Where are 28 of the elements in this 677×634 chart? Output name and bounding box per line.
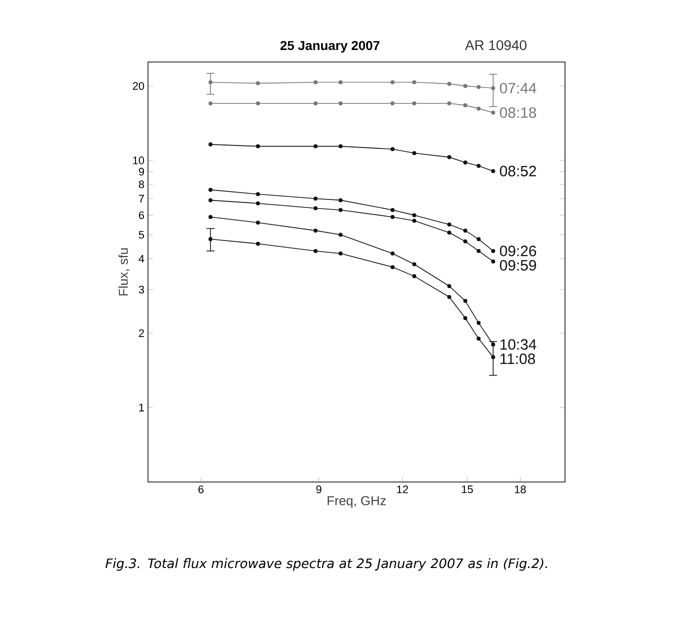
series-label: 09:59 <box>500 260 536 271</box>
x-tick-label: 9 <box>316 486 322 494</box>
y-tick-label: 1 <box>139 404 144 412</box>
x-tick-label: 18 <box>514 486 526 494</box>
x-tick-label: 6 <box>198 486 204 494</box>
x-tick-label: 12 <box>397 486 408 494</box>
y-tick-label: 9 <box>138 168 144 176</box>
y-tick-label: 3 <box>138 286 144 294</box>
chart-title: 25 January 2007 <box>280 40 380 53</box>
series-label: 08:52 <box>500 166 536 176</box>
series-label: 07:44 <box>500 82 536 94</box>
y-tick-label: 5 <box>138 230 144 239</box>
series-label: 11:08 <box>500 354 535 364</box>
y-tick-label: 2 <box>138 329 144 337</box>
series-label: 09:26 <box>500 246 536 256</box>
y-tick-label: 4 <box>138 254 144 262</box>
x-tick-label: 15 <box>462 486 473 494</box>
y-tick-label: 6 <box>138 211 144 220</box>
y-tick-label: 8 <box>138 180 144 188</box>
series-label: 10:34 <box>500 339 536 350</box>
chart-subtitle: AR 10940 <box>465 40 526 50</box>
y-axis-title: Flux, sfu <box>118 248 130 296</box>
caption: Fig.3. Total flux microwave spectra at 25 January 2007 as in (Fig.2). <box>106 558 548 571</box>
y-tick-label: 10 <box>133 156 144 164</box>
series-label: 08:18 <box>500 107 536 118</box>
y-tick-label: 20 <box>132 82 144 90</box>
x-axis-title: Freq, GHz <box>328 496 386 508</box>
y-tick-label: 7 <box>138 194 144 202</box>
